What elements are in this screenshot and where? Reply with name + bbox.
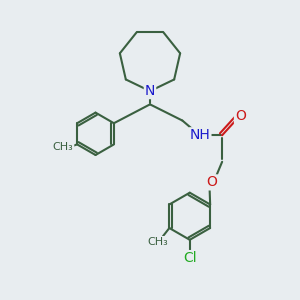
Text: CH₃: CH₃ [53, 142, 74, 152]
Text: NH: NH [190, 128, 210, 142]
Text: CH₃: CH₃ [148, 237, 169, 247]
Text: N: N [145, 84, 155, 98]
Text: O: O [235, 109, 246, 123]
Text: Cl: Cl [183, 251, 196, 265]
Text: O: O [206, 176, 217, 189]
